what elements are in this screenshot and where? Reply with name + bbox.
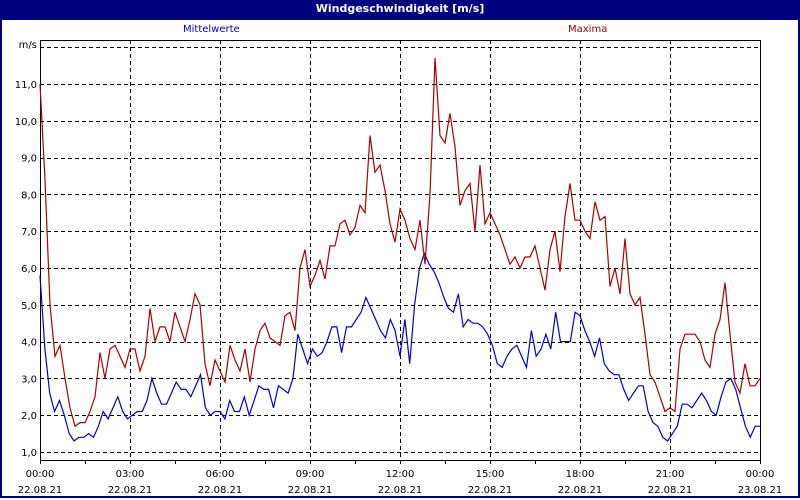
y-tick-label: 8,0	[21, 190, 37, 201]
y-tick-label: 4,0	[21, 338, 37, 349]
x-tick-time: 09:00	[296, 469, 325, 480]
x-tick-date: 22.08.21	[468, 485, 513, 496]
x-tick-time: 06:00	[206, 469, 235, 480]
y-tick-label: 5,0	[21, 301, 37, 312]
x-tick-date: 22.08.21	[648, 485, 693, 496]
x-tick-time: 12:00	[386, 469, 415, 480]
x-tick-time: 00:00	[26, 469, 55, 480]
y-tick-label: 9,0	[21, 154, 37, 165]
series-line-mittelwerte	[39, 251, 760, 442]
x-tick-time: 21:00	[656, 469, 685, 480]
x-tick-time: 15:00	[476, 469, 505, 480]
legend-max: Maxima	[568, 24, 608, 35]
legend-mean: Mittelwerte	[183, 24, 240, 35]
chart-title: Windgeschwindigkeit [m/s]	[0, 0, 800, 20]
x-tick-date: 22.08.21	[18, 485, 63, 496]
y-tick-label: 11,0	[15, 80, 37, 91]
x-tick-date: 22.08.21	[288, 485, 333, 496]
y-tick-label: 3,0	[21, 374, 37, 385]
y-tick-label: 7,0	[21, 227, 37, 238]
x-tick-date: 22.08.21	[108, 485, 153, 496]
series-line-maxima	[39, 58, 761, 428]
x-tick-time: 00:00	[746, 469, 775, 480]
y-axis-unit: m/s	[19, 40, 37, 51]
y-tick-label: 1,0	[21, 448, 37, 459]
y-tick-label: 10,0	[15, 117, 37, 128]
x-tick-date: 22.08.21	[378, 485, 423, 496]
x-tick-date: 22.08.21	[198, 485, 243, 496]
x-tick-time: 18:00	[566, 469, 595, 480]
x-tick-date: 23.08.21	[738, 485, 783, 496]
y-tick-label: 2,0	[21, 411, 37, 422]
x-tick-time: 03:00	[116, 469, 145, 480]
x-tick-date: 22.08.21	[558, 485, 603, 496]
y-tick-label: 6,0	[21, 264, 37, 275]
